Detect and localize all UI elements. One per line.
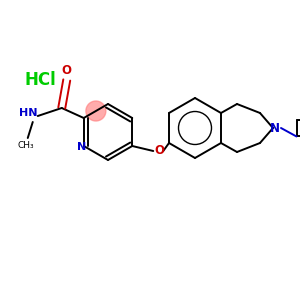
Text: N: N <box>270 122 280 134</box>
Text: HN: HN <box>19 108 37 118</box>
Text: CH₃: CH₃ <box>17 142 34 151</box>
Text: O: O <box>62 64 72 76</box>
Text: O: O <box>154 145 164 158</box>
Text: N: N <box>77 142 86 152</box>
Text: HCl: HCl <box>25 71 57 89</box>
Circle shape <box>86 101 106 121</box>
